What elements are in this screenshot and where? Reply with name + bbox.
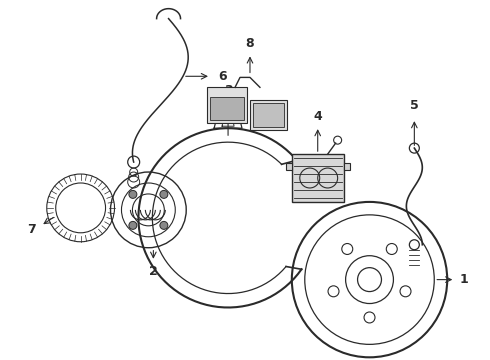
Circle shape — [129, 190, 137, 198]
Text: 7: 7 — [27, 223, 36, 236]
Circle shape — [129, 221, 137, 229]
Text: 5: 5 — [410, 99, 419, 112]
Polygon shape — [210, 97, 244, 120]
Polygon shape — [250, 100, 287, 130]
Circle shape — [160, 190, 168, 198]
Text: 6: 6 — [218, 70, 226, 83]
Circle shape — [160, 221, 168, 229]
Text: 8: 8 — [245, 37, 254, 50]
Text: 4: 4 — [313, 110, 322, 123]
Text: 1: 1 — [459, 273, 468, 286]
Polygon shape — [343, 163, 349, 170]
Text: 3: 3 — [224, 84, 232, 97]
Polygon shape — [292, 154, 343, 202]
Text: 2: 2 — [149, 265, 158, 278]
Polygon shape — [207, 87, 247, 123]
Polygon shape — [286, 163, 292, 170]
Polygon shape — [253, 103, 284, 127]
